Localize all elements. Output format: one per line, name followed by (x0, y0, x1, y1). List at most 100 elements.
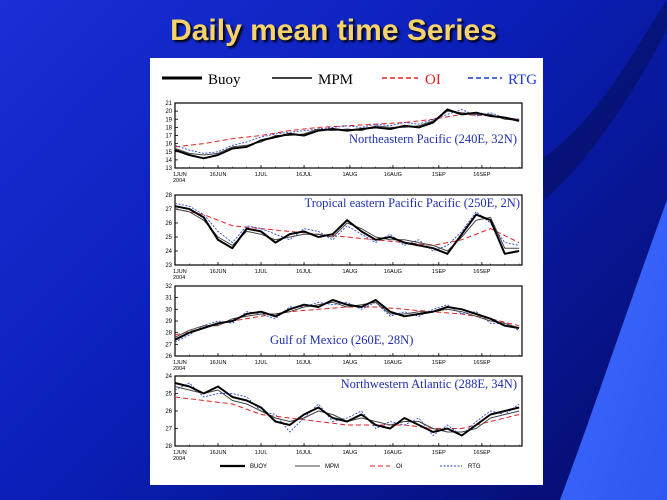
x-tick-label: 16SEP (473, 172, 490, 178)
series-line-mpm (174, 301, 520, 338)
x-tick-label: 1AUG (342, 450, 357, 456)
y-tick-label: 32 (165, 284, 172, 290)
series-line-buoy (174, 299, 520, 341)
x-tick-label: 16SEP (473, 269, 490, 275)
x-tick-label: 1JUL (255, 172, 268, 178)
x-tick-label: 16JUN (210, 450, 227, 456)
y-tick-label: 14 (165, 158, 172, 164)
series-line-buoy (174, 382, 520, 437)
series-line-buoy (174, 108, 520, 160)
legend-label-buoy: Buoy (208, 72, 241, 88)
x-tick-label: 1JUN (173, 450, 187, 456)
bottom-legend-label-rtg: RTG (468, 464, 481, 470)
y-tick-label: 23 (165, 263, 172, 269)
x-tick-label: 1SEP (432, 450, 446, 456)
slide-title: Daily mean time Series (170, 14, 497, 47)
x-tick-label: 16AUG (384, 360, 402, 366)
x-tick-label: 16JUL (296, 450, 312, 456)
y-tick-label: 24 (165, 249, 172, 255)
bottom-legend: BUOY MPM OI RTG (220, 464, 481, 470)
x-tick-label: 1SEP (432, 172, 446, 178)
panel-annotation: Tropical eastern Pacific Pacific (250E, … (305, 196, 520, 210)
y-tick-label: 18 (165, 125, 172, 131)
x-tick-label: 2004 (173, 456, 185, 462)
y-tick-label: 27 (165, 427, 172, 433)
x-tick-label: 16JUN (210, 269, 227, 275)
y-tick-label: 25 (165, 235, 172, 241)
legend-label-oi: OI (425, 72, 441, 88)
bottom-legend-label-buoy: BUOY (250, 464, 267, 470)
y-tick-label: 30 (165, 307, 172, 313)
x-tick-label: 1SEP (432, 269, 446, 275)
top-legend: Buoy MPM OI RTG (162, 72, 537, 88)
x-tick-label: 16JUN (210, 360, 227, 366)
x-tick-label: 16AUG (384, 450, 402, 456)
y-tick-label: 19 (165, 117, 172, 123)
x-tick-label: 1JUL (255, 269, 268, 275)
y-tick-label: 26 (165, 409, 172, 415)
legend-label-rtg: RTG (508, 72, 537, 88)
y-tick-label: 28 (165, 331, 172, 337)
series-line-buoy (174, 205, 520, 255)
x-tick-label: 16SEP (473, 450, 490, 456)
x-tick-label: 16AUG (384, 269, 402, 275)
y-tick-label: 25 (165, 392, 172, 398)
x-tick-label: 16JUN (210, 172, 227, 178)
x-tick-label: 2004 (173, 275, 185, 281)
y-tick-label: 26 (165, 354, 172, 360)
x-tick-label: 16JUL (296, 172, 312, 178)
panel-annotation: Northwestern Atlantic (288E, 34N) (341, 377, 517, 391)
y-tick-label: 21 (165, 101, 172, 107)
y-tick-label: 26 (165, 221, 172, 227)
y-tick-label: 15 (165, 150, 172, 156)
y-tick-label: 28 (165, 444, 172, 450)
x-tick-label: 1AUG (342, 172, 357, 178)
charts-svg: Buoy MPM OI RTG 1314151617181920211JUN20041… (162, 72, 537, 470)
x-tick-label: 1AUG (342, 269, 357, 275)
x-tick-label: 1JUN (173, 172, 187, 178)
figure-panel: Buoy MPM OI RTG 13 14 15 16 17 18 19 20 21 1JUN 2004 1… (150, 58, 543, 485)
y-tick-label: 31 (165, 296, 172, 302)
x-tick-label: 2004 (173, 366, 185, 372)
x-tick-label: 1JUN (173, 269, 187, 275)
legend-label-mpm: MPM (318, 72, 353, 88)
x-tick-label: 1SEP (432, 360, 446, 366)
y-tick-label: 29 (165, 319, 172, 325)
y-tick-label: 28 (165, 193, 172, 199)
x-tick-label: 1JUL (255, 450, 268, 456)
x-tick-label: 16SEP (473, 360, 490, 366)
x-tick-label: 2004 (173, 178, 185, 184)
x-tick-label: 1AUG (342, 360, 357, 366)
series-line-rtg (174, 109, 520, 154)
y-tick-label: 16 (165, 142, 172, 148)
y-tick-label: 13 (165, 166, 172, 172)
y-tick-label: 27 (165, 342, 172, 348)
y-tick-label: 17 (165, 134, 172, 140)
x-tick-label: 16JUL (296, 360, 312, 366)
panel-annotation: Gulf of Mexico (260E, 28N) (270, 333, 413, 347)
x-tick-label: 1JUN (173, 360, 187, 366)
series-line-mpm (174, 110, 520, 156)
x-tick-label: 16AUG (384, 172, 402, 178)
series-line-oi (174, 208, 520, 246)
series-line-mpm (174, 208, 520, 252)
blue-curve-shape (560, 200, 667, 500)
bottom-legend-label-oi: OI (396, 464, 403, 470)
y-tick-label: 24 (165, 374, 172, 380)
series-line-rtg (174, 202, 520, 252)
x-tick-label: 16JUL (296, 269, 312, 275)
dark-curve-shape (540, 0, 667, 200)
y-tick-label: 27 (165, 207, 172, 213)
x-tick-label: 1JUL (255, 360, 268, 366)
series-line-oi (174, 396, 520, 429)
y-tick-label: 20 (165, 109, 172, 115)
panel-annotation: Northeastern Pacific (240E, 32N) (349, 132, 517, 146)
bottom-legend-label-mpm: MPM (325, 464, 339, 470)
